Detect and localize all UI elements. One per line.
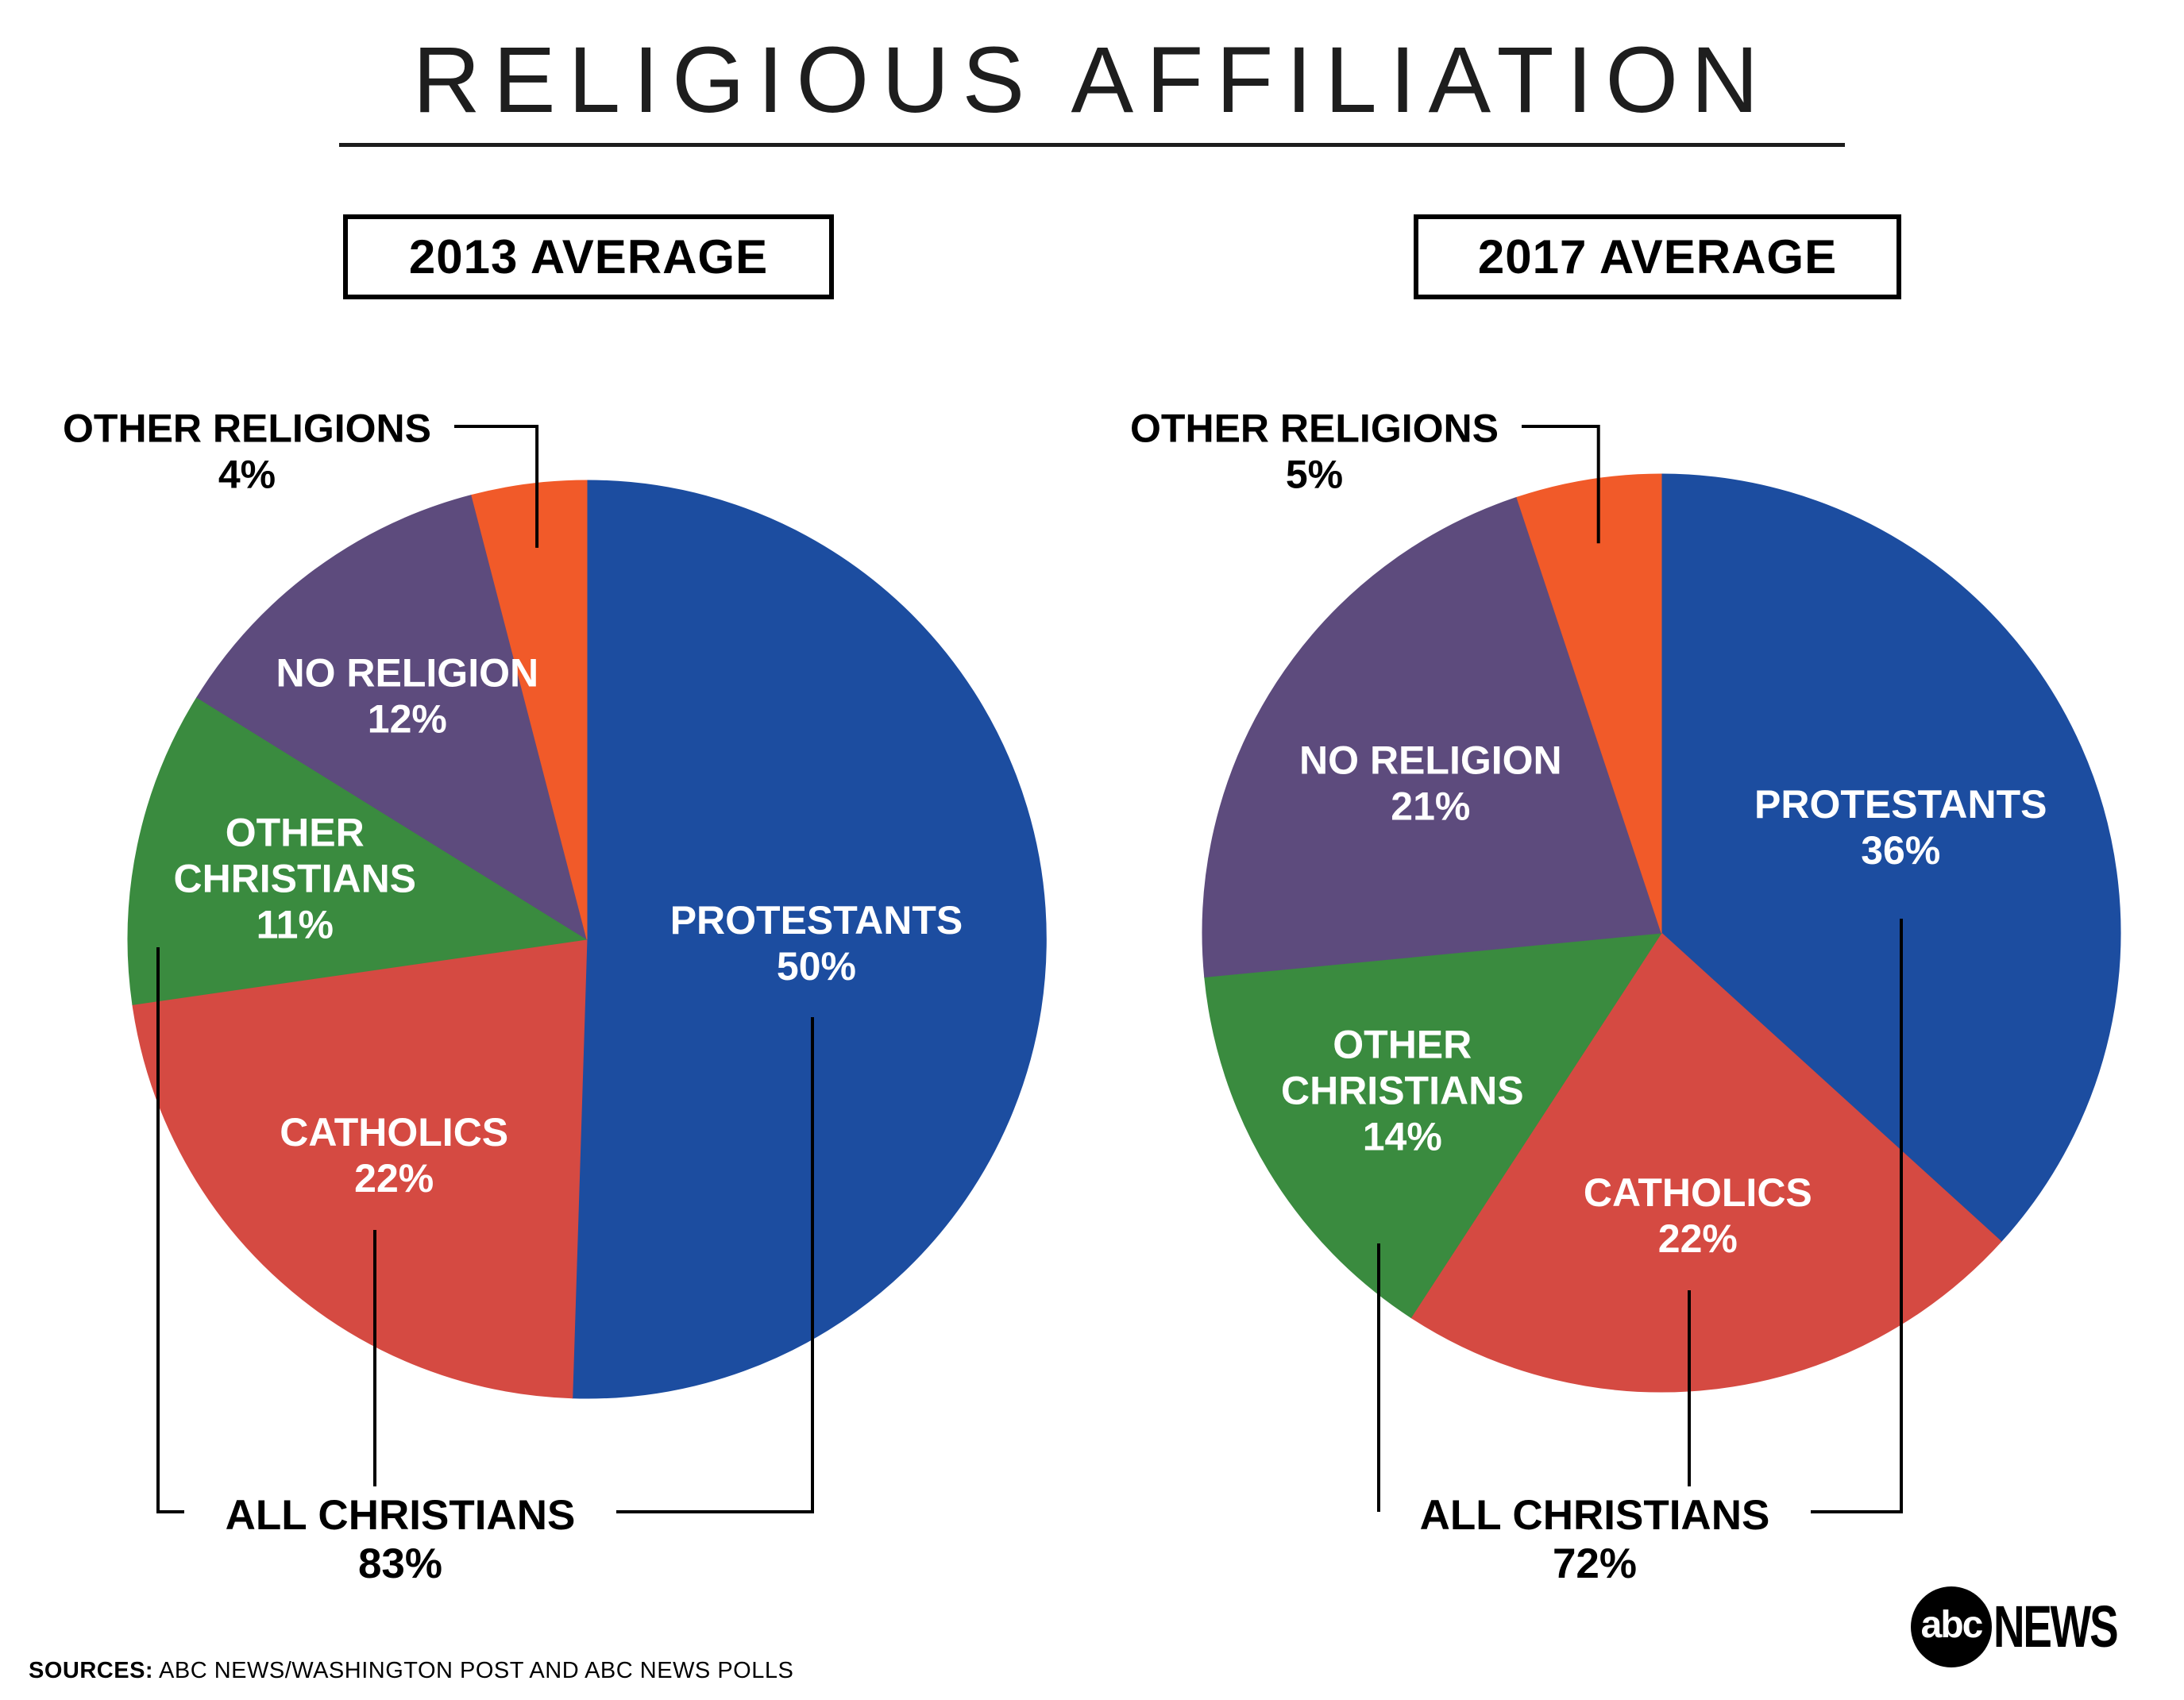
pie-slice-other-religions <box>1516 473 1662 934</box>
abc-logo-circle-icon: abc <box>1911 1586 1992 1667</box>
pie-slice-protestants <box>1661 473 2121 1243</box>
pie-slice-catholics <box>1410 932 2002 1393</box>
page-title: RELIGIOUS AFFILIATION <box>412 28 1772 133</box>
sources-label: SOURCES: <box>29 1658 154 1683</box>
sources-note: SOURCES: ABC NEWS/WASHINGTON POST AND AB… <box>29 1658 793 1684</box>
chart-title-2013: 2013 AVERAGE <box>408 230 769 283</box>
pie-callout-other-religions: OTHER RELIGIONS 5% <box>1130 407 1499 497</box>
pie-label-no-religion: NO RELIGION 12% <box>276 650 539 741</box>
pie-callout-other-religions: OTHER RELIGIONS 4% <box>63 407 431 497</box>
pie-chart-2013-average: PROTESTANTS 50% CATHOLICS 22% OTHER CHRISTIAN… <box>63 407 1047 1587</box>
pie-label-protestants: PROTESTANTS 36% <box>1754 782 2047 873</box>
news-logo-text: NEWS <box>1993 1594 2119 1660</box>
abc-news-logo: abc NEWS <box>1911 1586 2160 1667</box>
all-christians-bracket-line <box>1811 919 1903 1513</box>
sources-text: ABC NEWS/WASHINGTON POST AND ABC NEWS PO… <box>159 1658 794 1683</box>
pie-label-catholics: CATHOLICS 22% <box>280 1110 508 1201</box>
bottom-callout-all-christians: ALL CHRISTIANS 72% <box>1420 1492 1770 1587</box>
header: RELIGIOUS AFFILIATION <box>339 27 1845 147</box>
chart-title-box-2017: 2017 AVERAGE <box>1414 214 1901 299</box>
pie-slice-protestants <box>572 480 1047 1399</box>
pie-label-other-christians: OTHER CHRISTIANS 11% <box>173 811 416 947</box>
pie-chart-2017-average: PROTESTANTS 36% CATHOLICS 22% OTHER CHRISTIAN… <box>1130 407 2121 1587</box>
all-christians-bracket-line <box>616 1017 814 1513</box>
pie-slice-no-religion <box>1202 496 1662 978</box>
chart-title-2017: 2017 AVERAGE <box>1477 230 1838 283</box>
other-religions-leader-line <box>454 425 539 548</box>
pie-slice-other-religions <box>471 480 588 940</box>
bottom-callout-all-christians: ALL CHRISTIANS 83% <box>226 1492 576 1587</box>
all-christians-bracket-line <box>156 947 184 1513</box>
abc-logo-text: abc <box>1920 1604 1984 1646</box>
pie-label-other-christians: OTHER CHRISTIANS 14% <box>1281 1022 1524 1158</box>
pie-slice-catholics <box>132 939 588 1399</box>
pie-slice-other-christians <box>127 696 588 1005</box>
pie-label-catholics: CATHOLICS 22% <box>1584 1170 1812 1261</box>
chart-title-box-2013: 2013 AVERAGE <box>343 214 834 299</box>
pie-label-protestants: PROTESTANTS 50% <box>670 898 963 989</box>
pie-slice-no-religion <box>196 494 588 941</box>
pie-label-no-religion: NO RELIGION 21% <box>1299 738 1562 828</box>
other-religions-leader-line <box>1522 425 1600 544</box>
pie-slice-other-christians <box>1204 932 1662 1319</box>
